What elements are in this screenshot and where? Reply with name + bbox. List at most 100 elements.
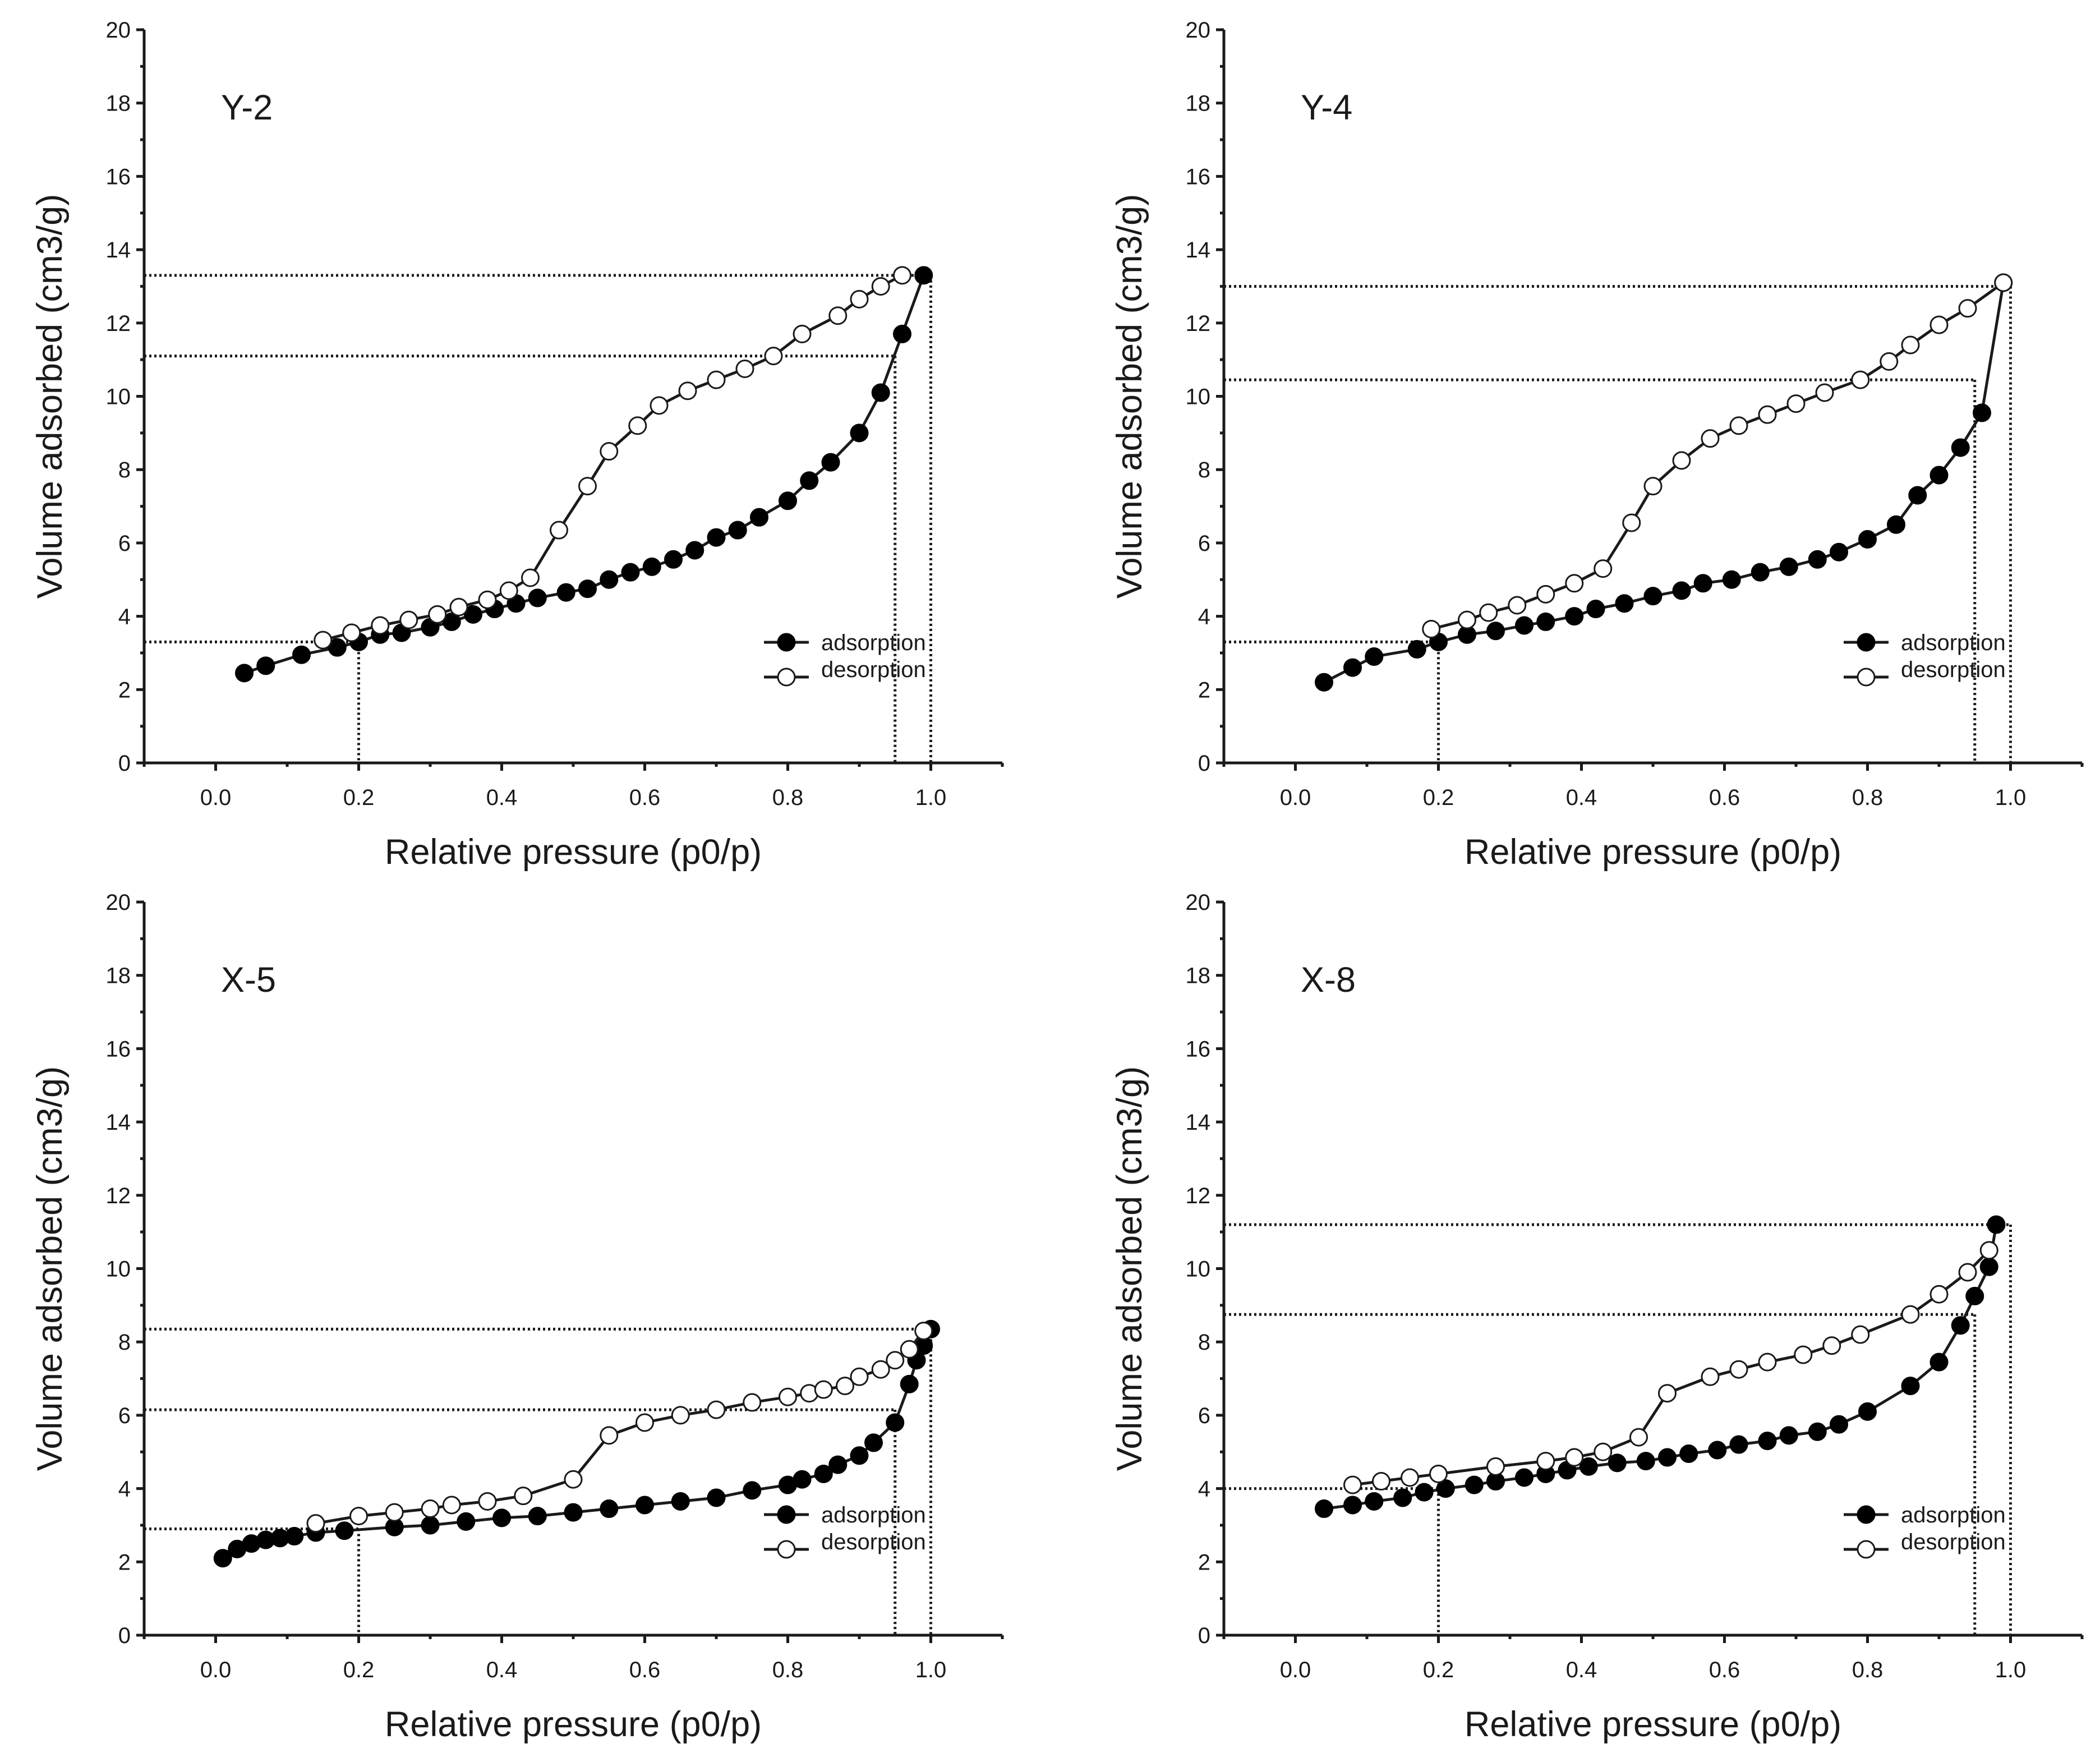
data-point-desorption [836, 1377, 854, 1396]
y-tick-label: 12 [1186, 1184, 1211, 1208]
data-point-adsorption [1779, 557, 1798, 576]
y-tick-label: 2 [118, 678, 131, 702]
y-tick-label: 14 [106, 238, 131, 263]
data-point-desorption [521, 568, 540, 587]
chart-panel-x-5: 0 2 4 6 8 10 12 14 16 18 20 0.0 0.2 0.4 0.6 0.8 1.0 Relat… [30, 890, 1004, 1744]
data-point-adsorption [707, 528, 726, 547]
y-tick-label: 8 [118, 458, 131, 482]
data-point-adsorption [1515, 1468, 1533, 1487]
x-tick-label: 0.4 [1566, 1658, 1597, 1682]
x-tick-label: 1.0 [915, 785, 947, 810]
x-axis-title: Relative pressure (p0/p) [385, 1705, 762, 1744]
data-point-desorption [1672, 451, 1691, 470]
data-point-desorption [1536, 585, 1555, 604]
y-tick-label: 2 [118, 1550, 131, 1575]
data-point-adsorption [728, 521, 747, 540]
data-point-desorption [428, 605, 447, 624]
x-axis-title: Relative pressure (p0/p) [1465, 1705, 1841, 1744]
y-tick-label: 14 [106, 1110, 131, 1135]
data-point-desorption [385, 1503, 404, 1522]
x-tick-label: 0.2 [343, 1658, 375, 1682]
data-point-adsorption [1565, 607, 1584, 626]
data-point-adsorption [664, 550, 683, 569]
y-tick-label: 4 [118, 605, 131, 629]
data-point-desorption [1622, 513, 1641, 532]
data-point-adsorption [779, 491, 797, 510]
data-point-desorption [442, 1496, 461, 1515]
data-point-desorption [478, 1492, 497, 1511]
legend: adsorption desorption [764, 1503, 926, 1559]
data-point-desorption [1486, 1457, 1505, 1476]
x-tick-label: 1.0 [1995, 785, 2027, 810]
y-axis-title: Volume adsorbed (cm3/g) [30, 1066, 70, 1471]
data-point-adsorption [1486, 622, 1505, 641]
data-point-adsorption [1586, 600, 1605, 619]
data-point-adsorption [1808, 550, 1827, 569]
data-point-desorption [743, 1393, 762, 1412]
data-point-adsorption [1579, 1457, 1598, 1476]
data-point-adsorption [1608, 1453, 1627, 1473]
legend-label-desorption: desorption [1901, 1530, 2006, 1554]
data-point-desorption [850, 289, 869, 309]
legend-marker-adsorption [1857, 633, 1876, 652]
legend-label-adsorption: adsorption [1901, 1503, 2006, 1527]
x-tick-label: 0.6 [629, 1658, 661, 1682]
data-point-desorption [1851, 370, 1870, 389]
data-point-desorption [349, 1507, 368, 1526]
legend-label-adsorption: adsorption [821, 1503, 926, 1527]
data-point-desorption [1594, 559, 1613, 578]
data-point-desorption [650, 396, 669, 415]
y-tick-label: 10 [106, 385, 131, 410]
data-point-adsorption [1343, 1496, 1362, 1515]
data-point-desorption [635, 1413, 654, 1432]
data-point-desorption [1880, 352, 1899, 371]
data-point-desorption [1958, 1263, 1977, 1282]
y-tick-label: 20 [1186, 890, 1211, 915]
panel-label: X-8 [1301, 960, 1356, 1000]
data-point-adsorption [1908, 486, 1927, 505]
x-tick-label: 1.0 [915, 1658, 947, 1682]
x-tick-label: 0.0 [1280, 785, 1311, 810]
data-point-adsorption [1536, 612, 1555, 631]
data-point-adsorption [328, 638, 347, 657]
legend-marker-adsorption [777, 1505, 796, 1524]
data-point-adsorption [1929, 1352, 1949, 1372]
x-axis-title: Relative pressure (p0/p) [385, 832, 762, 872]
y-tick-label: 14 [1186, 1110, 1211, 1135]
data-point-desorption [828, 306, 848, 325]
data-point-adsorption [528, 588, 547, 608]
x-tick-label: 0.8 [772, 785, 804, 810]
x-tick-label: 0.2 [343, 785, 375, 810]
data-point-adsorption [464, 605, 482, 624]
x-tick-label: 0.4 [486, 785, 518, 810]
data-point-desorption [814, 1380, 833, 1399]
x-tick-label: 0.4 [1566, 785, 1597, 810]
data-point-desorption [314, 631, 333, 650]
y-tick-label: 20 [106, 890, 131, 915]
data-point-adsorption [1979, 1257, 1998, 1276]
data-point-desorption [1422, 619, 1441, 638]
x-tick-label: 0.8 [1852, 785, 1883, 810]
y-axis-title: Volume adsorbed (cm3/g) [30, 194, 70, 599]
data-point-desorption [707, 370, 726, 389]
data-point-desorption [628, 416, 647, 435]
data-point-desorption [1994, 273, 2013, 292]
data-point-adsorption [235, 664, 254, 683]
y-tick-label: 16 [1186, 164, 1211, 189]
x-tick-label: 0.2 [1423, 785, 1454, 810]
data-point-desorption [1401, 1468, 1419, 1487]
data-point-adsorption [1973, 403, 1991, 422]
data-point-desorption [735, 359, 754, 378]
x-tick-label: 0.8 [772, 1658, 804, 1682]
data-point-adsorption [600, 570, 619, 589]
data-point-desorption [399, 610, 418, 629]
y-tick-label: 16 [1186, 1037, 1211, 1061]
y-tick-label: 8 [1198, 1330, 1210, 1355]
series-line-adsorption [243, 274, 925, 675]
data-point-adsorption [1830, 542, 1848, 562]
legend-marker-adsorption [1857, 1505, 1876, 1524]
y-tick-label: 10 [1186, 385, 1211, 410]
legend-marker-desorption [1857, 668, 1876, 687]
data-point-desorption [1729, 416, 1748, 435]
data-point-adsorption [850, 424, 869, 443]
